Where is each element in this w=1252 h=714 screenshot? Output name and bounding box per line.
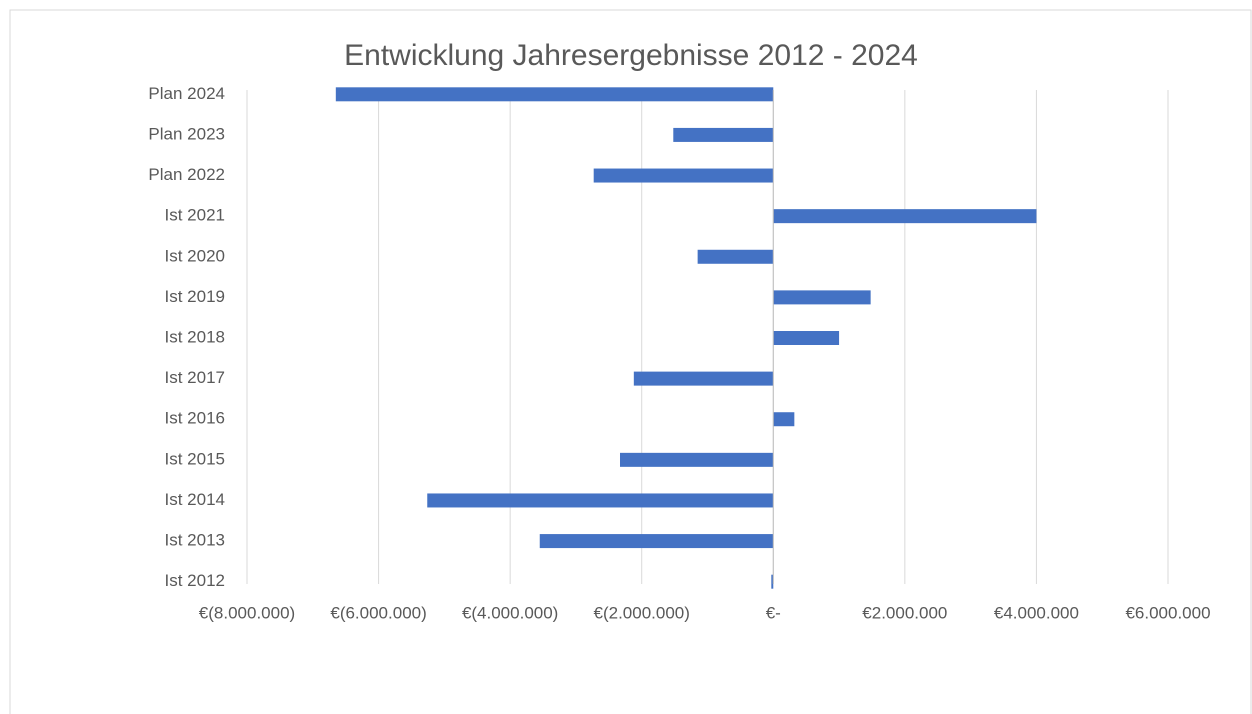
y-tick-label: Ist 2013 xyxy=(165,531,226,550)
x-tick-label: €6.000.000 xyxy=(1125,603,1210,622)
x-tick-label: €2.000.000 xyxy=(862,603,947,622)
bar xyxy=(427,493,774,508)
bar xyxy=(771,574,774,589)
chart-frame xyxy=(9,9,1252,714)
x-tick-label: €- xyxy=(766,603,781,622)
x-tick-label: €(2.000.000) xyxy=(594,603,690,622)
bar xyxy=(620,452,774,467)
bar xyxy=(633,371,774,386)
chart-title: Entwicklung Jahresergebnisse 2012 - 2024 xyxy=(344,39,918,72)
bar xyxy=(697,249,774,264)
bar xyxy=(673,127,774,142)
bar xyxy=(773,290,871,305)
y-tick-label: Ist 2012 xyxy=(165,571,226,590)
y-tick-label: Ist 2014 xyxy=(165,490,226,509)
y-tick-label: Ist 2017 xyxy=(165,368,226,387)
bar xyxy=(335,87,774,102)
bar xyxy=(539,534,774,549)
y-tick-label: Plan 2022 xyxy=(148,165,225,184)
y-tick-label: Ist 2021 xyxy=(165,206,226,225)
x-tick-label: €(6.000.000) xyxy=(330,603,426,622)
bar xyxy=(593,168,774,183)
y-tick-label: Ist 2018 xyxy=(165,327,226,346)
y-tick-label: Ist 2020 xyxy=(165,246,226,265)
y-tick-label: Ist 2019 xyxy=(165,287,226,306)
y-tick-label: Plan 2024 xyxy=(148,84,225,103)
bar xyxy=(773,331,840,345)
bar xyxy=(773,412,795,427)
y-tick-label: Ist 2015 xyxy=(165,449,226,468)
y-tick-label: Plan 2023 xyxy=(148,124,225,143)
x-tick-label: €4.000.000 xyxy=(994,603,1079,622)
bar xyxy=(773,209,1037,224)
x-tick-label: €(8.000.000) xyxy=(199,603,295,622)
x-tick-label: €(4.000.000) xyxy=(462,603,558,622)
y-tick-label: Ist 2016 xyxy=(165,409,226,428)
